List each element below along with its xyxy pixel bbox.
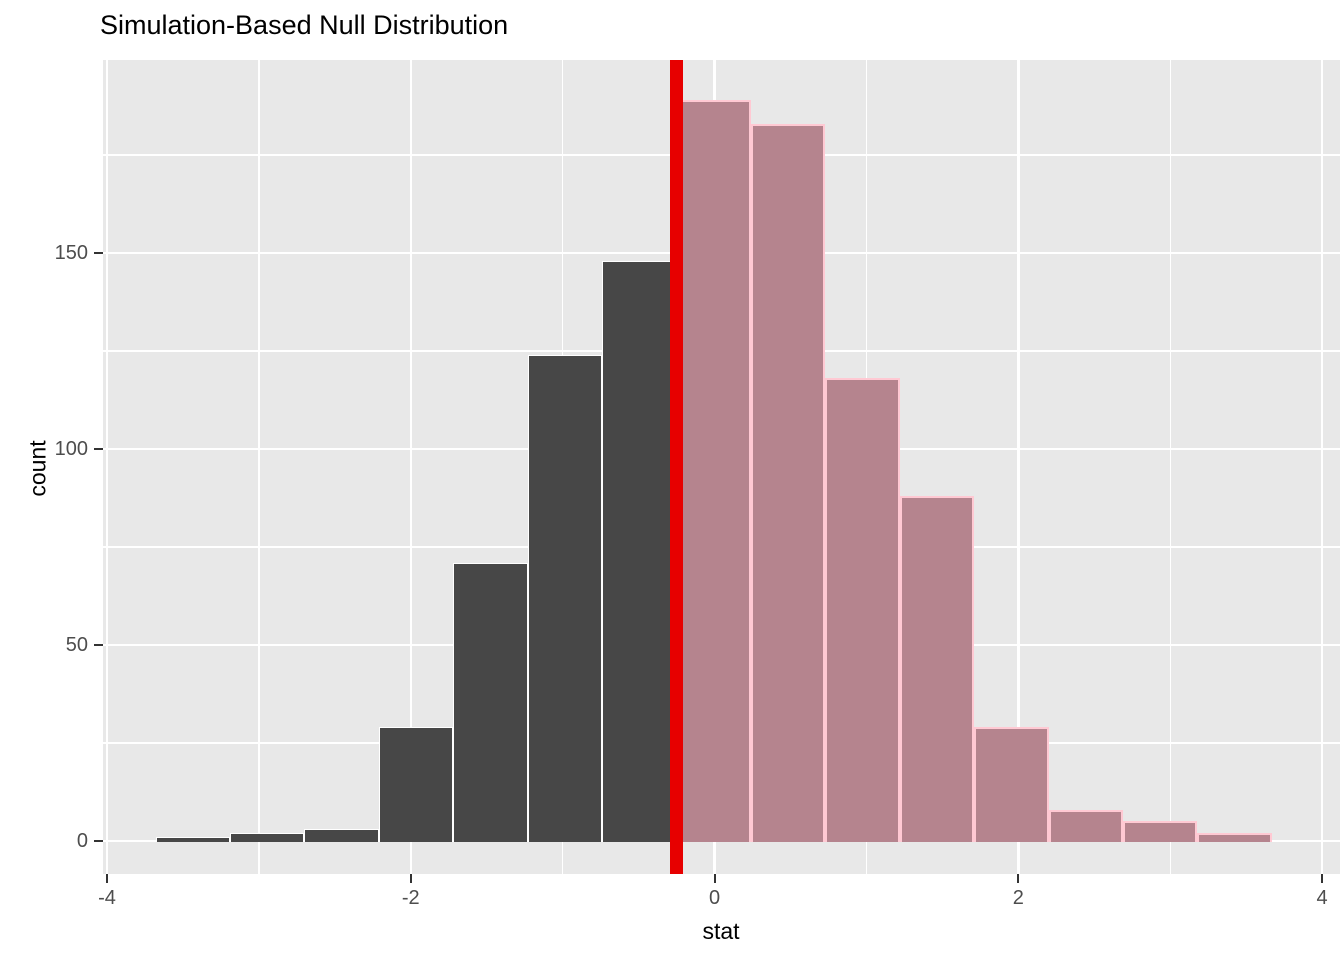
y-axis-tick — [94, 448, 103, 450]
histogram-bar-shaded — [750, 123, 826, 842]
x-major-gridline — [409, 60, 412, 874]
x-axis-tick — [106, 874, 108, 883]
y-tick-label: 100 — [54, 438, 88, 460]
histogram-bar-shaded — [1197, 833, 1272, 842]
histogram-bar-null — [155, 837, 230, 842]
y-axis-tick — [94, 644, 103, 646]
histogram-bar-shaded — [899, 496, 975, 842]
histogram-bar-null — [453, 562, 528, 842]
histogram-bar-null — [378, 727, 454, 842]
x-axis-tick — [1017, 874, 1020, 883]
histogram-bar-shaded — [676, 100, 751, 842]
x-major-gridline — [1017, 60, 1020, 874]
x-axis-title: stat — [702, 918, 740, 944]
x-minor-gridline — [258, 60, 260, 874]
x-tick-label: 0 — [708, 887, 721, 909]
x-tick-label: -2 — [401, 887, 420, 909]
x-axis-tick — [1321, 874, 1323, 883]
histogram-bar-shaded — [1123, 821, 1198, 842]
histogram-bar-shaded — [974, 727, 1049, 842]
x-major-gridline — [1320, 60, 1324, 874]
y-tick-label: 50 — [65, 634, 88, 656]
histogram-bar-null — [527, 354, 603, 842]
x-axis-tick — [409, 874, 412, 883]
histogram-bar-null — [602, 260, 677, 842]
histogram-bar-null — [230, 833, 305, 842]
x-tick-label: 2 — [1012, 887, 1024, 909]
histogram-bar-null — [304, 829, 379, 842]
plot-title: Simulation-Based Null Distribution — [100, 10, 509, 40]
histogram-bar-shaded — [1048, 809, 1124, 842]
observed-stat-line — [670, 60, 684, 874]
x-major-gridline — [105, 60, 109, 874]
y-tick-label: 0 — [76, 830, 88, 852]
x-axis-tick — [713, 874, 716, 883]
histogram-bar-shaded — [825, 378, 900, 842]
x-tick-label: -4 — [98, 887, 116, 909]
plot-panel — [103, 60, 1340, 874]
y-axis-tick — [94, 840, 103, 842]
x-minor-gridline — [1169, 60, 1171, 874]
y-axis-tick — [94, 252, 103, 254]
y-axis-title: count — [24, 440, 51, 497]
y-tick-label: 150 — [54, 242, 88, 264]
x-tick-label: 4 — [1316, 887, 1328, 909]
